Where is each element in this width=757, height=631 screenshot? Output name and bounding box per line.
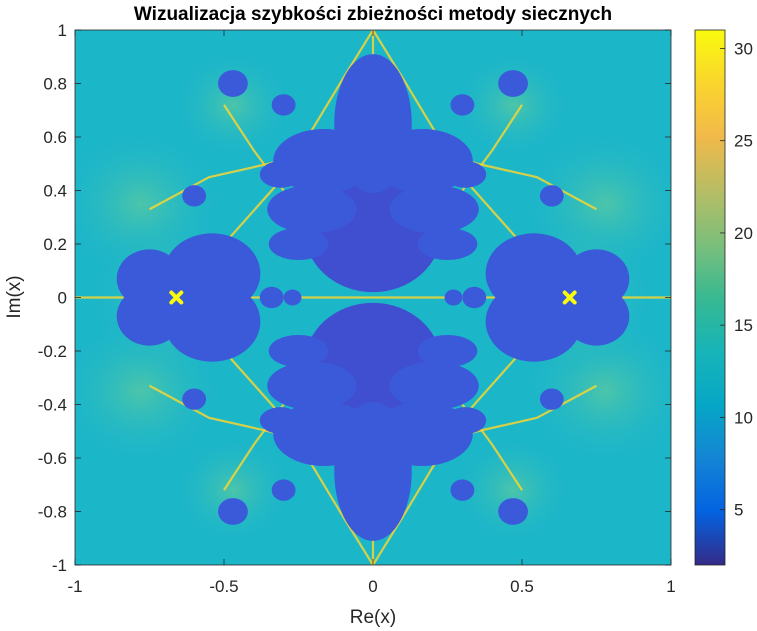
basin-petal (389, 361, 479, 410)
x-tick-label: 0.5 (510, 577, 534, 596)
y-tick-label: -0.8 (38, 503, 67, 522)
basin-petal (389, 185, 479, 234)
y-tick-label: 0.6 (43, 128, 67, 147)
chart-title: Wizualizacja szybkości zbieżności metody… (134, 4, 612, 25)
satellite-blob (283, 289, 302, 306)
y-axis-label: Im(x) (4, 275, 25, 318)
y-tick-label: 0.8 (43, 75, 67, 94)
satellite-blob (259, 286, 284, 309)
y-tick-label: 0 (58, 289, 67, 308)
fractal-layer (75, 30, 671, 565)
halo-region (453, 436, 573, 544)
x-tick-label: 0 (368, 577, 377, 596)
basin-petal (268, 227, 329, 261)
root-lobe (116, 286, 183, 346)
satellite-blob (271, 479, 296, 501)
root-lobe (485, 281, 583, 362)
satellite-blob (498, 498, 528, 525)
colorbar-tick-label: 10 (734, 408, 753, 427)
satellite-blob (218, 70, 248, 97)
root-marker (562, 290, 577, 305)
colorbar-tick-label: 20 (734, 224, 753, 243)
root-lobe (563, 286, 630, 346)
satellite-blob (462, 286, 487, 309)
basin-petal (268, 334, 329, 368)
basin-petal (267, 361, 357, 410)
y-tick-label: 0.4 (43, 182, 67, 201)
y-tick-label: -0.4 (38, 396, 67, 415)
halo-region (173, 436, 293, 544)
basin-petal (259, 407, 302, 434)
satellite-blob (182, 185, 207, 207)
colorbar (694, 29, 726, 566)
satellite-blob (450, 479, 475, 501)
colorbar-tick-label: 30 (734, 39, 753, 58)
satellite-blob (539, 388, 564, 410)
basin-petal (417, 334, 478, 368)
basin-petal (444, 407, 487, 434)
y-tick-label: -1 (52, 556, 67, 575)
satellite-blob (444, 289, 463, 306)
y-tick-label: -0.2 (38, 342, 67, 361)
basin-petal (444, 161, 487, 188)
satellite-blob (218, 498, 248, 525)
satellite-blob (182, 388, 207, 410)
basin-petal (267, 185, 357, 234)
x-tick-label: -1 (67, 577, 82, 596)
basin-petal (417, 227, 478, 261)
x-tick-label: 1 (666, 577, 675, 596)
y-tick-label: -0.6 (38, 449, 67, 468)
y-axis: 1 0.8 0.6 0.4 0.2 0 -0.2 -0.4 -0.6 -0.8 -1 (38, 21, 671, 575)
basin-petal (259, 161, 302, 188)
colorbar-tick-label: 5 (734, 501, 743, 520)
y-tick-label: 0.2 (43, 235, 67, 254)
x-axis-label: Re(x) (350, 607, 396, 628)
x-tick-label: -0.5 (209, 577, 238, 596)
root-marker (169, 290, 184, 305)
halo-region (453, 51, 573, 159)
colorbar-tick-label: 25 (734, 132, 753, 151)
colorbar-axis: 5 10 15 20 25 30 (720, 39, 753, 520)
satellite-blob (271, 94, 296, 116)
satellite-blob (498, 70, 528, 97)
y-tick-label: 1 (58, 21, 67, 40)
satellite-blob (450, 94, 475, 116)
root-lobe (163, 281, 261, 362)
x-axis: -1 -0.5 0 0.5 1 (67, 30, 676, 596)
halo-region (173, 51, 293, 159)
colorbar-tick-label: 15 (734, 316, 753, 335)
satellite-blob (539, 185, 564, 207)
